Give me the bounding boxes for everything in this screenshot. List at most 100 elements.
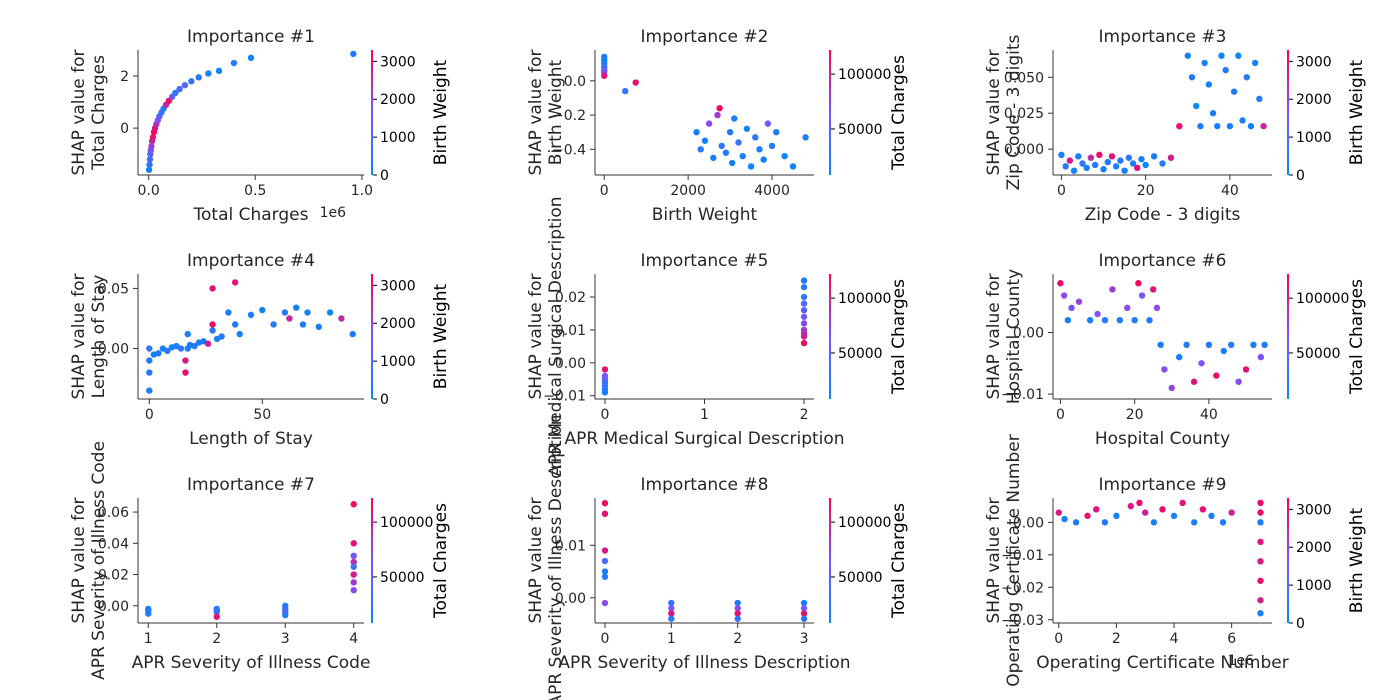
data-point	[1104, 158, 1111, 166]
data-point	[1161, 366, 1168, 373]
data-point	[1205, 341, 1213, 349]
data-point	[773, 128, 780, 136]
data-point	[1057, 280, 1064, 287]
data-point	[1135, 280, 1142, 287]
plot-title: Importance #6	[1099, 251, 1227, 271]
x-offset-label: 1e6	[1228, 653, 1255, 669]
data-point	[1201, 59, 1208, 67]
data-point	[1188, 74, 1196, 81]
data-point	[146, 369, 153, 376]
dependence-plot-1: Importance #1 0.0 0.5 1.0 0 2 1e6 Total Charges…	[69, 27, 451, 225]
colorbar-tick-label: 1000	[380, 130, 416, 146]
data-point	[209, 285, 216, 292]
y-tick-label: 0.01	[555, 538, 586, 554]
data-point	[1112, 163, 1120, 170]
data-point	[800, 283, 808, 291]
data-point	[1198, 360, 1205, 367]
data-point	[286, 315, 293, 322]
x-tick-label: 1	[700, 407, 709, 423]
data-point	[1109, 286, 1116, 293]
colorbar-tick-label: 100000	[1296, 291, 1349, 307]
data-point	[800, 339, 808, 347]
y-tick-label: −0.2	[552, 108, 586, 124]
colorbar-label: Birth Weight	[1347, 507, 1367, 613]
data-point	[1257, 610, 1264, 617]
y-axis-label-line: Operating Certificate Number	[1004, 434, 1024, 686]
data-point	[225, 309, 232, 316]
colorbar-tick-label: 1000	[1296, 130, 1332, 146]
x-tick-label: 4	[1170, 631, 1179, 647]
y-tick-label: 0.01	[555, 323, 586, 339]
y-tick-label: 0.00	[98, 599, 129, 615]
y-axis-label: SHAP value forHospital County	[984, 269, 1024, 404]
data-point	[1121, 167, 1128, 174]
data-point	[1124, 304, 1131, 312]
data-point	[734, 610, 741, 617]
data-point	[768, 142, 776, 150]
data-point	[1251, 59, 1259, 67]
data-point	[734, 605, 741, 612]
data-point	[668, 615, 675, 622]
x-tick-label: 40	[1221, 183, 1239, 199]
x-axis-label: Zip Code - 3 digits	[1085, 205, 1241, 225]
data-point	[760, 156, 767, 163]
data-point	[800, 293, 808, 301]
data-point	[697, 146, 704, 153]
data-point	[1176, 353, 1183, 361]
data-point	[1261, 341, 1268, 349]
data-point	[181, 81, 189, 89]
data-point	[146, 345, 153, 352]
colorbar-tick-label: 0	[380, 168, 389, 184]
y-tick-label: 0.00	[98, 342, 129, 358]
data-point	[601, 372, 609, 380]
y-axis-label-line: SHAP value for	[526, 273, 546, 399]
data-point	[1222, 66, 1229, 74]
data-point	[601, 599, 609, 607]
data-point	[802, 134, 809, 141]
data-point	[601, 366, 609, 373]
data-point	[1257, 353, 1265, 361]
colorbar-label: Total Charges	[889, 279, 909, 395]
data-point	[350, 50, 357, 58]
y-tick-label: 0.00	[555, 591, 586, 607]
y-axis-label: SHAP value forLength of Stay	[69, 273, 109, 399]
data-point	[204, 340, 212, 347]
data-point	[247, 311, 255, 319]
data-point	[1190, 378, 1198, 385]
data-point	[1146, 316, 1153, 324]
data-point	[716, 105, 723, 112]
data-point	[800, 599, 808, 607]
colorbar-label: Total Charges	[889, 55, 909, 171]
data-point	[800, 277, 808, 284]
data-point	[1208, 512, 1215, 520]
y-tick-label: 0.02	[98, 568, 129, 584]
data-point	[1113, 512, 1120, 520]
x-offset-label: 1e6	[320, 205, 347, 221]
x-axis-label: Birth Weight	[652, 205, 758, 225]
data-point	[1257, 509, 1264, 516]
colorbar-tick-label: 0	[1296, 616, 1305, 632]
y-tick-label: −0.01	[1001, 548, 1044, 564]
colorbar-label: Birth Weight	[1347, 59, 1367, 165]
y-tick-label: −0.01	[543, 389, 586, 405]
x-tick-label: 0	[1054, 631, 1063, 647]
data-point	[145, 166, 153, 173]
data-point	[195, 74, 202, 81]
data-point	[1058, 151, 1065, 159]
data-point	[756, 146, 763, 153]
data-point	[1230, 88, 1238, 95]
y-axis-label-line: Hospital County	[1004, 269, 1024, 404]
y-axis-label-line: SHAP value for	[69, 273, 89, 399]
data-point	[734, 615, 741, 622]
data-point	[668, 599, 675, 607]
data-point	[1061, 515, 1068, 523]
data-point	[752, 134, 759, 141]
data-point	[1256, 95, 1263, 103]
data-point	[215, 67, 223, 75]
x-tick-label: 0	[600, 407, 609, 423]
colorbar-tick-label: 2000	[380, 92, 416, 108]
data-point	[718, 142, 725, 150]
data-point	[1243, 74, 1250, 81]
